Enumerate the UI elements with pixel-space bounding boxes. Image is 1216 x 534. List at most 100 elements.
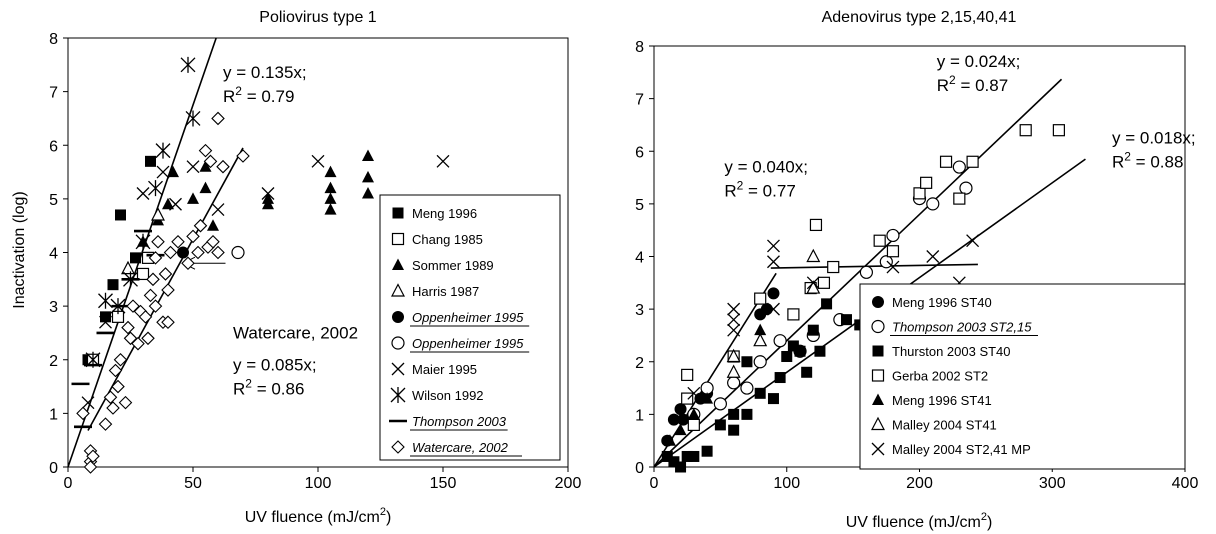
data-point [781,350,793,362]
data-point [926,250,940,263]
data-point [162,197,174,210]
data-point [98,292,113,309]
legend-label: Oppenheimer 1995 [412,336,524,351]
data-point [131,336,145,351]
annotation-text: y = 0.018x; [1112,128,1196,147]
x-tick-label: 0 [64,475,73,492]
annotation-text: R2 = 0.88 [1112,149,1183,171]
data-point [675,461,687,473]
data-point [121,320,135,335]
data-point [138,310,153,324]
data-point [199,181,212,194]
data-point [727,313,741,327]
data-point [701,445,713,457]
legend-label: Gerba 2002 ST2 [892,369,988,384]
data-point [148,180,163,197]
data-point [324,165,337,178]
data-point [1019,124,1032,137]
data-point [185,110,201,127]
data-point [681,368,694,382]
legend-item: Meng 1996 ST40 [872,295,992,310]
annotation-text: Watercare, 2002 [233,323,358,342]
data-point [674,423,687,436]
y-tick-label: 2 [635,355,644,372]
legend-item: Harris 1987 [391,283,479,299]
legend-label: Thurston 2003 ST40 [892,344,1011,359]
data-point [959,181,973,195]
annotation: y = 0.018x; R2 = 0.88 [1112,128,1196,171]
data-point [81,396,95,410]
legend-marker [391,336,405,350]
data-point [817,276,831,289]
data-point [809,218,823,232]
data-point [741,356,753,368]
data-point [207,219,219,231]
right-legend: Meng 1996 ST40 Thompson 2003 ST2,15 Thurst… [859,283,1186,470]
left-legend-frame [379,194,561,461]
legend-marker [392,207,404,219]
legend-marker [391,362,405,376]
data-point [966,234,980,248]
data-point [728,408,740,420]
data-point [111,379,125,394]
data-point [126,299,140,313]
data-point [821,298,833,310]
data-point [145,155,156,167]
x-tick-label: 400 [1172,475,1199,492]
legend-marker [392,311,404,323]
data-point [773,334,787,348]
data-point [920,176,933,189]
data-point [186,229,200,244]
x-tick-label: 50 [184,475,202,492]
data-point [199,160,212,172]
data-point [753,355,767,369]
data-point [135,233,151,250]
y-tick-label: 1 [49,406,58,423]
data-point [146,272,160,287]
legend-label: Thompson 2003 [412,414,507,429]
legend-label: Sommer 1989 [412,258,494,273]
data-point [726,364,741,378]
left-annotations: y = 0.135x; R2 = 0.79 Watercare, 2002 y = 0… [223,63,358,398]
data-point [262,192,274,204]
data-point [806,248,821,263]
data-point [688,450,700,462]
data-point [667,413,680,426]
data-point [121,260,135,275]
annotation-text: y = 0.135x; [223,63,307,82]
legend-marker [872,393,884,405]
legend-marker [871,416,885,431]
data-point [362,170,374,183]
legend-label: Malley 2004 ST41 [892,418,997,433]
legend-item: Oppenheimer 1995 [392,310,530,327]
x-tick-label: 150 [430,475,457,492]
data-point [108,363,123,378]
data-point [362,187,374,199]
y-tick-label: 6 [635,144,644,161]
data-point [886,228,900,243]
left-x-axis-label-close: ) [386,509,391,526]
data-point [966,155,979,168]
data-point [161,283,175,297]
x-tick-label: 100 [773,475,800,492]
right-x-axis-label-sup: 2 [981,511,987,523]
y-tick-label: 3 [49,299,58,316]
data-point [677,413,690,426]
data-point [103,390,118,405]
data-point [203,154,218,169]
left-x-axis-label-sup: 2 [380,506,386,518]
data-point [324,181,337,194]
x-tick-label: 100 [305,475,332,492]
data-point [141,331,155,346]
legend-label: Watercare, 2002 [412,440,509,455]
data-point [151,207,165,221]
data-point [118,395,133,410]
legend-item: Wilson 1992 [390,387,484,403]
right-x-axis-label-close: ) [987,514,992,531]
data-point [926,197,940,211]
data-point [687,386,701,400]
data-point [754,387,766,399]
series-5 [231,245,245,260]
data-point [740,381,754,395]
